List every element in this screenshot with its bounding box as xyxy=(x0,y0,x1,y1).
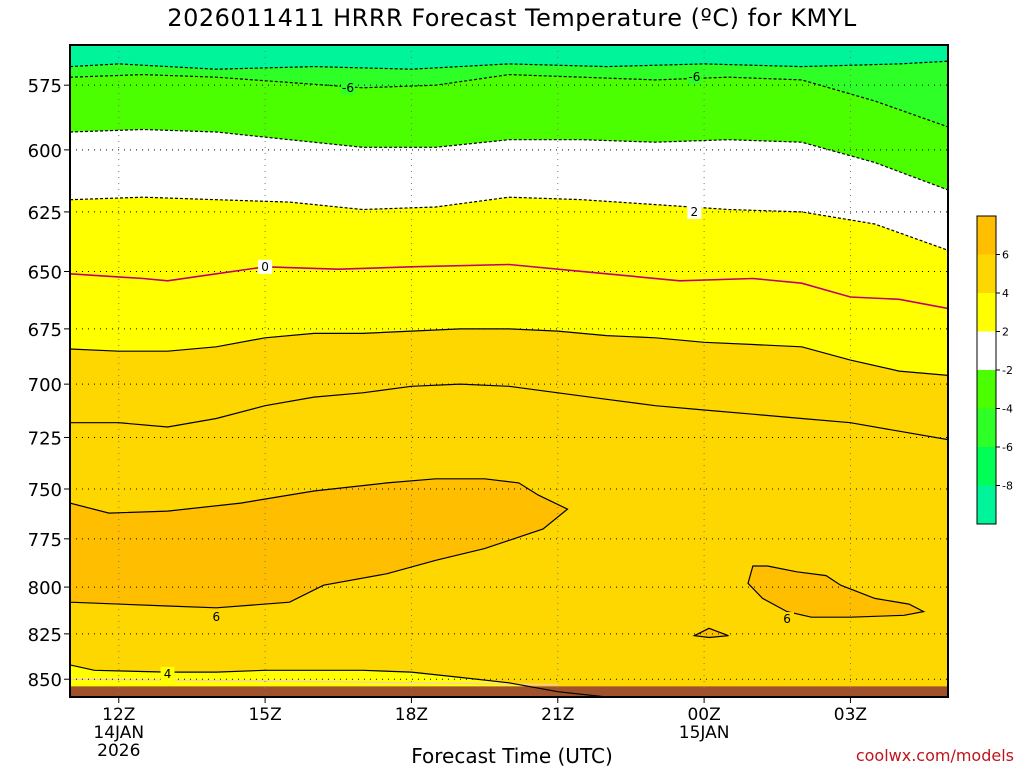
y-tick-label-700: 700 xyxy=(28,375,62,396)
colorbar-label-6: -8 xyxy=(1002,480,1013,493)
contour-label-1-0: -6 xyxy=(342,81,354,95)
colorbar-segment-4 xyxy=(977,370,996,409)
x-tick-label-3-0: 21Z xyxy=(541,705,574,725)
contour-label-1-1: -6 xyxy=(688,70,700,84)
y-tick-label-775: 775 xyxy=(28,530,62,551)
isotherm-6-8 xyxy=(70,478,569,609)
colorbar-label-2: 2 xyxy=(1002,326,1009,339)
x-tick-label-2-0: 18Z xyxy=(395,705,428,725)
contour-label-3-0: 2 xyxy=(691,205,699,219)
isotherm-4-7 xyxy=(70,664,607,697)
y-tick-label-675: 675 xyxy=(28,320,62,341)
band-6-to-8-region-2 xyxy=(694,628,729,638)
colorbar-segment-3 xyxy=(977,331,996,370)
colorbar-label-0: 6 xyxy=(1002,249,1009,262)
isotherm-4-6 xyxy=(70,383,948,441)
contour-label-7-0: 4 xyxy=(164,667,172,681)
colorbar-label-1: 4 xyxy=(1002,287,1009,300)
colorbar-segment-2 xyxy=(977,293,996,332)
isotherm-minus4-2 xyxy=(70,128,948,191)
source-credit[interactable]: coolwx.com/models xyxy=(855,746,1014,765)
y-tick-label-825: 825 xyxy=(28,625,62,646)
y-tick-label-800: 800 xyxy=(28,578,62,599)
contour-label-bg-1-1 xyxy=(687,70,702,85)
x-tick-label-1-0: 15Z xyxy=(248,705,281,725)
band-minus10-to-minus8 xyxy=(70,45,948,70)
y-tick-label-625: 625 xyxy=(28,203,62,224)
y-tick-label-725: 725 xyxy=(28,428,62,449)
x-tick-label-5-0: 03Z xyxy=(834,705,867,725)
x-tick-label-4-1: 15JAN xyxy=(679,723,730,743)
isotherm-0-4 xyxy=(70,263,948,310)
contour-label-bg-8-0 xyxy=(209,610,224,625)
colorbar-segment-0 xyxy=(977,216,996,255)
band-6-to-8-region-1 xyxy=(748,566,924,618)
colorbar-segment-1 xyxy=(977,254,996,293)
ground-surface xyxy=(70,686,948,697)
band-6-to-8-region-0 xyxy=(70,478,568,608)
contour-label-bg-9-0 xyxy=(780,612,795,627)
contour-label-bg-1-0 xyxy=(341,80,356,95)
chart-title: 2026011411 HRRR Forecast Temperature (ºC… xyxy=(167,4,857,32)
colorbar-segment-7 xyxy=(977,485,996,524)
y-tick-label-750: 750 xyxy=(28,480,62,501)
isotherm-6-9 xyxy=(747,565,926,618)
colorbar-segment-6 xyxy=(977,447,996,486)
contour-label-bg-4-0 xyxy=(258,259,273,274)
x-tick-label-0-2: 2026 xyxy=(97,741,140,761)
contour-label-8-0: 6 xyxy=(213,610,221,624)
isotherm-2-5 xyxy=(70,328,948,376)
contour-label-bg-3-0 xyxy=(687,204,702,219)
colorbar-label-4: -4 xyxy=(1002,403,1013,416)
x-tick-label-0-1: 14JAN xyxy=(93,723,144,743)
colorbar-label-3: -2 xyxy=(1002,364,1013,377)
colorbar-segment-5 xyxy=(977,408,996,447)
colorbar-label-5: -6 xyxy=(1002,441,1013,454)
y-tick-label-600: 600 xyxy=(28,141,62,162)
y-tick-label-850: 850 xyxy=(28,670,62,691)
x-tick-label-4-0: 00Z xyxy=(687,705,720,725)
plot-frame xyxy=(69,44,949,698)
contour-label-bg-7-0 xyxy=(160,666,175,681)
y-tick-label-650: 650 xyxy=(28,263,62,284)
x-tick-label-0-0: 12Z xyxy=(102,705,135,725)
x-axis-label: Forecast Time (UTC) xyxy=(411,744,613,768)
y-tick-label-575: 575 xyxy=(28,76,62,97)
isotherm-minus6-1 xyxy=(70,73,948,128)
contour-label-4-0: 0 xyxy=(261,260,269,274)
isotherm-minus2-3 xyxy=(70,196,948,251)
contour-label-9-0: 6 xyxy=(783,612,791,626)
isotherm-6-10 xyxy=(692,627,729,639)
